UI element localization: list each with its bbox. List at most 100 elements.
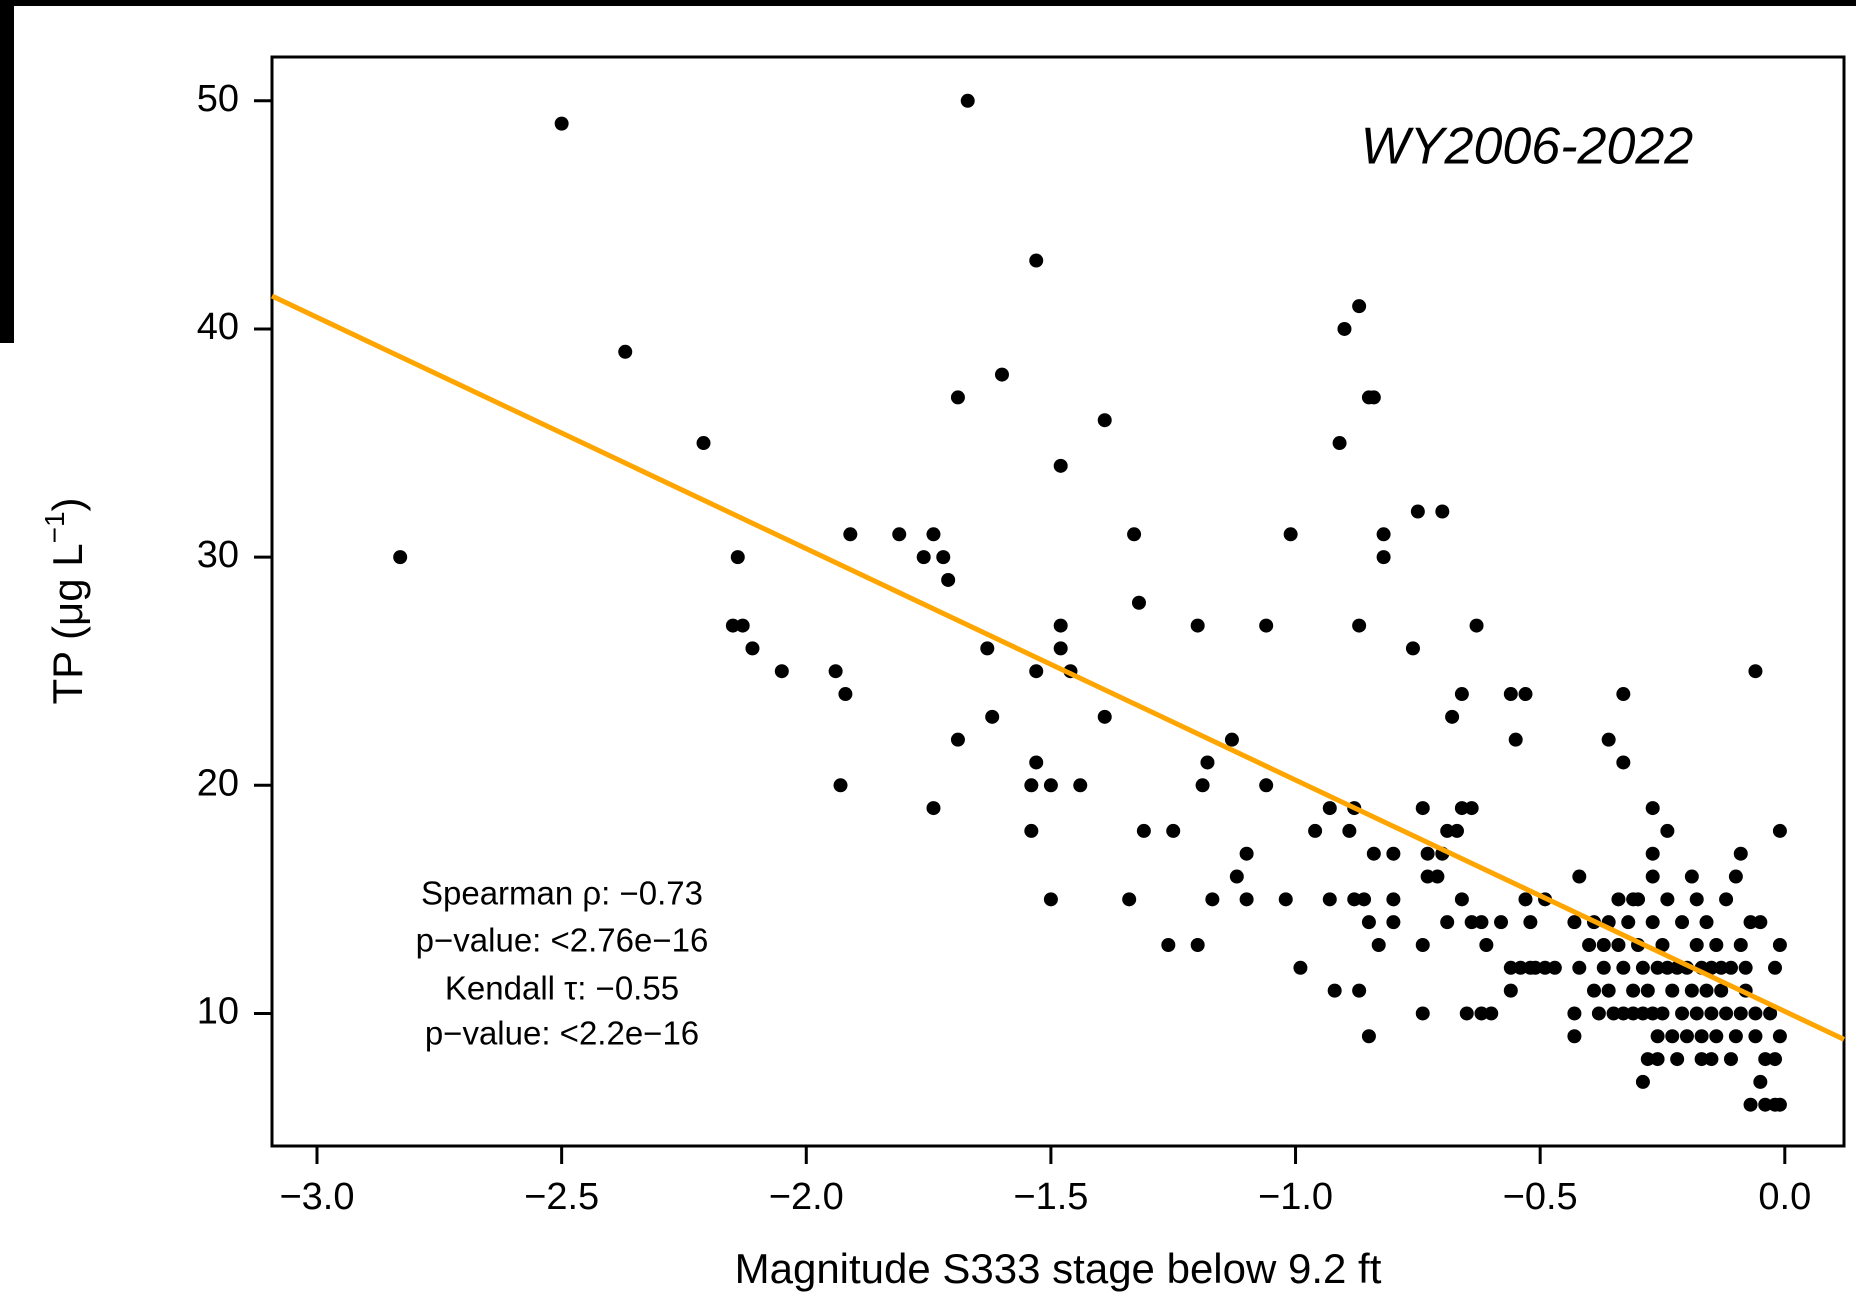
point: [1454, 892, 1469, 907]
point: [950, 732, 965, 747]
point: [1136, 823, 1151, 838]
y-tick-label: 40: [197, 306, 239, 348]
point: [1709, 937, 1724, 952]
point: [1772, 1029, 1787, 1044]
y-tick-label: 20: [197, 762, 239, 804]
point: [1660, 823, 1675, 838]
point: [994, 367, 1009, 382]
point: [1611, 892, 1626, 907]
point: [1518, 687, 1533, 702]
point: [1513, 960, 1528, 975]
point: [1748, 1006, 1763, 1021]
y-label-close: ): [44, 497, 91, 511]
point: [980, 641, 995, 656]
point: [1621, 915, 1636, 930]
point: [1283, 527, 1298, 542]
point: [1469, 618, 1484, 633]
trend-line: [270, 293, 1846, 1042]
point: [1420, 846, 1435, 861]
point: [1337, 321, 1352, 336]
point: [1606, 1006, 1621, 1021]
point: [1190, 937, 1205, 952]
point: [1347, 892, 1362, 907]
point: [1386, 892, 1401, 907]
point: [1650, 1052, 1665, 1067]
point: [1029, 755, 1044, 770]
point: [1768, 960, 1783, 975]
point: [1650, 960, 1665, 975]
point: [1567, 1006, 1582, 1021]
x-tick-label: −2.5: [524, 1176, 599, 1218]
x-tick-label: −1.0: [1258, 1176, 1333, 1218]
point: [985, 709, 1000, 724]
point: [1743, 1097, 1758, 1112]
point: [1415, 937, 1430, 952]
point: [1224, 732, 1239, 747]
point: [1719, 892, 1734, 907]
point: [1454, 801, 1469, 816]
top-border: [0, 0, 1856, 6]
point: [1127, 527, 1142, 542]
point: [696, 436, 711, 451]
point: [1376, 550, 1391, 565]
y-tick-label: 50: [197, 78, 239, 120]
point: [1440, 915, 1455, 930]
point: [1073, 778, 1088, 793]
point: [1205, 892, 1220, 907]
point: [1645, 915, 1660, 930]
point: [1675, 915, 1690, 930]
point: [1626, 983, 1641, 998]
point: [1567, 915, 1582, 930]
point: [1635, 1074, 1650, 1089]
point: [1714, 960, 1729, 975]
y-label-text: TP (μg L: [44, 543, 91, 704]
point: [1479, 937, 1494, 952]
point: [1484, 1006, 1499, 1021]
point: [1601, 983, 1616, 998]
point: [1259, 618, 1274, 633]
plot-frame: [270, 55, 1846, 1148]
point: [1772, 1097, 1787, 1112]
point: [1278, 892, 1293, 907]
point: [1053, 641, 1068, 656]
point: [1684, 983, 1699, 998]
point: [1293, 960, 1308, 975]
point: [1259, 778, 1274, 793]
point: [1327, 983, 1342, 998]
left-border: [0, 0, 14, 343]
y-label-sup: −1: [39, 511, 70, 543]
point: [1650, 1029, 1665, 1044]
point: [1689, 937, 1704, 952]
point: [1508, 732, 1523, 747]
point: [1645, 1006, 1660, 1021]
point: [1723, 960, 1738, 975]
point: [1352, 299, 1367, 314]
point: [1195, 778, 1210, 793]
x-tick-label: 0.0: [1758, 1176, 1811, 1218]
stats-text: p−value: <2.2e−16: [425, 1015, 699, 1052]
point: [1405, 641, 1420, 656]
point: [1704, 1006, 1719, 1021]
point: [1655, 937, 1670, 952]
point: [618, 344, 633, 359]
point: [1758, 1097, 1773, 1112]
point: [926, 527, 941, 542]
point: [1229, 869, 1244, 884]
point: [1410, 504, 1425, 519]
point: [1043, 778, 1058, 793]
x-axis-label: Magnitude S333 stage below 9.2 ft: [735, 1245, 1382, 1292]
point: [1376, 527, 1391, 542]
point: [1322, 801, 1337, 816]
point: [1591, 1006, 1606, 1021]
point: [828, 664, 843, 679]
point: [1596, 937, 1611, 952]
x-tick-label: −1.5: [1013, 1176, 1088, 1218]
point: [1024, 823, 1039, 838]
point: [1723, 1052, 1738, 1067]
point: [1332, 436, 1347, 451]
point: [1772, 823, 1787, 838]
point: [833, 778, 848, 793]
point: [1616, 1006, 1631, 1021]
point: [1166, 823, 1181, 838]
point: [1239, 846, 1254, 861]
